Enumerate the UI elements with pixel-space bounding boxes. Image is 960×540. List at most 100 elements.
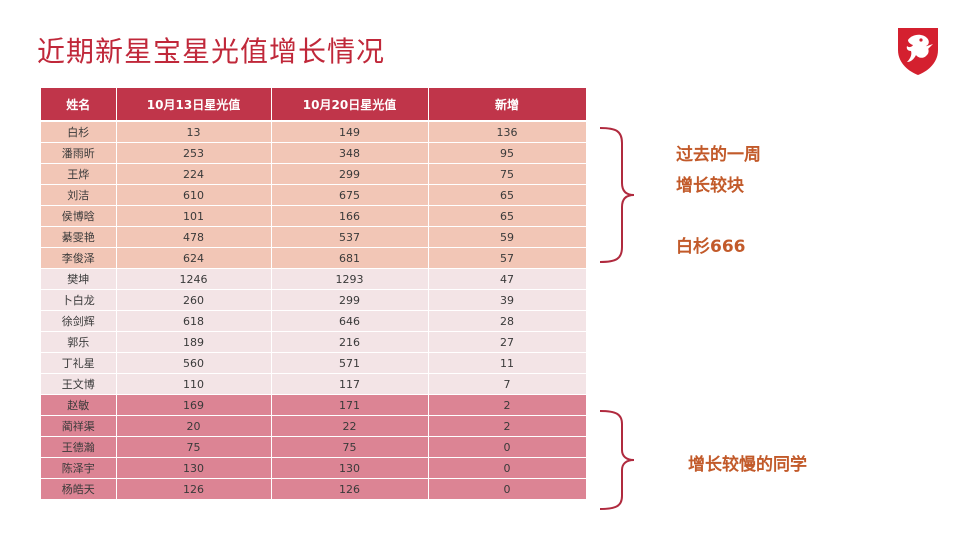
cell-increase: 28: [428, 310, 587, 332]
table-row: 王烨 224 299 75: [41, 163, 587, 185]
table-row: 侯博晗 101 166 65: [41, 205, 587, 227]
cell-oct20: 216: [271, 331, 429, 353]
table-row: 李俊泽 624 681 57: [41, 247, 587, 269]
header-oct13: 10月13日星光值: [116, 88, 272, 122]
cell-name: 卜白龙: [41, 289, 117, 311]
cell-increase: 0: [428, 478, 587, 500]
cell-name: 刘洁: [41, 184, 117, 206]
table-row: 赵敏 169 171 2: [41, 394, 587, 416]
right-brace-fast-group: [599, 127, 635, 263]
cell-oct20: 675: [271, 184, 429, 206]
cell-oct20: 646: [271, 310, 429, 332]
cell-oct13: 260: [116, 289, 272, 311]
cell-name: 杨皓天: [41, 478, 117, 500]
cell-increase: 47: [428, 268, 587, 290]
cell-oct20: 117: [271, 373, 429, 395]
note-fast-line1: 过去的一周: [676, 145, 761, 165]
table-row: 徐剑辉 618 646 28: [41, 310, 587, 332]
table-row: 陈泽宇 130 130 0: [41, 457, 587, 479]
right-brace-slow-group: [599, 410, 635, 510]
cell-oct13: 126: [116, 478, 272, 500]
cell-oct13: 1246: [116, 268, 272, 290]
table-row: 樊坤 1246 1293 47: [41, 268, 587, 290]
cell-oct20: 1293: [271, 268, 429, 290]
cell-name: 潘雨昕: [41, 142, 117, 164]
red-dragon-shield-logo-icon: [898, 28, 938, 75]
cell-oct13: 130: [116, 457, 272, 479]
cell-oct20: 166: [271, 205, 429, 227]
cell-increase: 95: [428, 142, 587, 164]
table-header-row: 姓名 10月13日星光值 10月20日星光值 新增: [41, 88, 587, 122]
cell-oct20: 75: [271, 436, 429, 458]
cell-oct20: 681: [271, 247, 429, 269]
cell-name: 樊坤: [41, 268, 117, 290]
table-row: 郭乐 189 216 27: [41, 331, 587, 353]
cell-increase: 2: [428, 394, 587, 416]
cell-oct20: 22: [271, 415, 429, 437]
note-fast-line2: 增长较块: [676, 176, 744, 196]
cell-name: 郭乐: [41, 331, 117, 353]
note-fast-line3: 白杉666: [676, 237, 746, 257]
cell-oct13: 224: [116, 163, 272, 185]
cell-oct13: 560: [116, 352, 272, 374]
cell-oct13: 169: [116, 394, 272, 416]
table-row: 王德瀚 75 75 0: [41, 436, 587, 458]
cell-increase: 11: [428, 352, 587, 374]
cell-oct20: 171: [271, 394, 429, 416]
star-value-table: 姓名 10月13日星光值 10月20日星光值 新增 白杉 13 149 136 …: [41, 88, 587, 500]
table-row: 王文博 110 117 7: [41, 373, 587, 395]
cell-oct13: 101: [116, 205, 272, 227]
cell-increase: 136: [428, 121, 587, 143]
cell-name: 徐剑辉: [41, 310, 117, 332]
cell-increase: 7: [428, 373, 587, 395]
cell-oct13: 75: [116, 436, 272, 458]
cell-name: 侯博晗: [41, 205, 117, 227]
cell-oct20: 299: [271, 163, 429, 185]
cell-name: 綦雯艳: [41, 226, 117, 248]
table-row: 杨皓天 126 126 0: [41, 478, 587, 500]
cell-oct20: 299: [271, 289, 429, 311]
table-row: 潘雨昕 253 348 95: [41, 142, 587, 164]
cell-increase: 57: [428, 247, 587, 269]
cell-oct13: 13: [116, 121, 272, 143]
cell-increase: 65: [428, 205, 587, 227]
cell-oct13: 110: [116, 373, 272, 395]
cell-name: 李俊泽: [41, 247, 117, 269]
header-name: 姓名: [41, 88, 117, 122]
table-row: 蔺祥渠 20 22 2: [41, 415, 587, 437]
cell-oct20: 537: [271, 226, 429, 248]
table-row: 卜白龙 260 299 39: [41, 289, 587, 311]
cell-increase: 2: [428, 415, 587, 437]
cell-oct13: 253: [116, 142, 272, 164]
cell-name: 丁礼星: [41, 352, 117, 374]
table-row: 丁礼星 560 571 11: [41, 352, 587, 374]
cell-increase: 39: [428, 289, 587, 311]
cell-oct20: 571: [271, 352, 429, 374]
cell-increase: 65: [428, 184, 587, 206]
table-row: 綦雯艳 478 537 59: [41, 226, 587, 248]
cell-oct20: 149: [271, 121, 429, 143]
table-row: 白杉 13 149 136: [41, 121, 587, 143]
header-oct20: 10月20日星光值: [271, 88, 429, 122]
cell-increase: 75: [428, 163, 587, 185]
cell-oct20: 126: [271, 478, 429, 500]
cell-name: 王烨: [41, 163, 117, 185]
cell-name: 赵敏: [41, 394, 117, 416]
cell-oct13: 478: [116, 226, 272, 248]
cell-name: 王德瀚: [41, 436, 117, 458]
cell-oct13: 624: [116, 247, 272, 269]
cell-oct20: 130: [271, 457, 429, 479]
cell-name: 陈泽宇: [41, 457, 117, 479]
note-slow: 增长较慢的同学: [688, 455, 807, 475]
cell-increase: 27: [428, 331, 587, 353]
cell-oct20: 348: [271, 142, 429, 164]
page-title: 近期新星宝星光值增长情况: [37, 35, 386, 68]
cell-increase: 0: [428, 457, 587, 479]
cell-oct13: 20: [116, 415, 272, 437]
cell-oct13: 189: [116, 331, 272, 353]
cell-oct13: 618: [116, 310, 272, 332]
cell-oct13: 610: [116, 184, 272, 206]
header-increase: 新增: [428, 88, 587, 122]
cell-increase: 0: [428, 436, 587, 458]
cell-increase: 59: [428, 226, 587, 248]
